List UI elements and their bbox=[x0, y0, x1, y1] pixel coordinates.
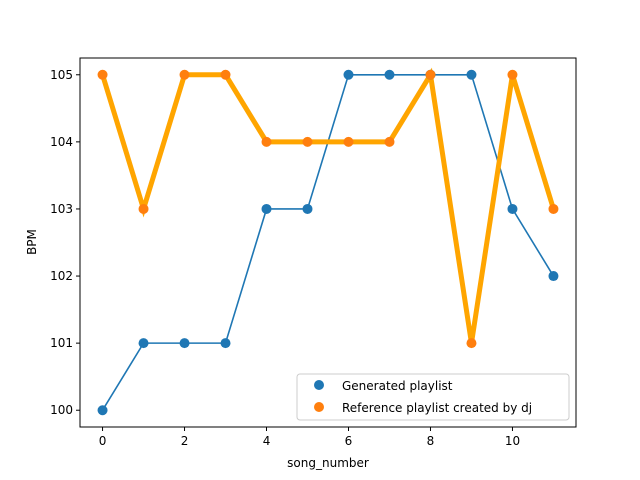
x-tick-label: 6 bbox=[345, 434, 353, 448]
y-axis-ticks: 100 101 102 103 104 105 bbox=[50, 68, 80, 417]
y-axis-label: BPM bbox=[25, 229, 39, 255]
x-tick-label: 8 bbox=[427, 434, 435, 448]
x-axis-ticks: 0 2 4 6 8 10 bbox=[99, 427, 520, 448]
legend-box bbox=[296, 373, 570, 421]
data-point-series-1 bbox=[97, 69, 108, 80]
legend-label-generated: Generated playlist bbox=[342, 379, 453, 393]
data-point-series-0 bbox=[466, 69, 477, 80]
legend-marker-reference bbox=[314, 402, 324, 412]
legend-label-reference: Reference playlist created by dj bbox=[342, 401, 532, 415]
y-tick-label: 100 bbox=[50, 403, 73, 417]
data-point-series-1 bbox=[302, 136, 313, 147]
data-point-series-1 bbox=[384, 136, 395, 147]
data-point-series-1 bbox=[343, 136, 354, 147]
x-tick-label: 0 bbox=[99, 434, 107, 448]
data-point-series-1 bbox=[425, 69, 436, 80]
x-tick-label: 4 bbox=[263, 434, 271, 448]
legend-marker-generated bbox=[314, 380, 324, 390]
series-line-1 bbox=[100, 67, 556, 344]
data-point-series-0 bbox=[302, 203, 313, 214]
series-points bbox=[97, 69, 559, 416]
data-point-series-1 bbox=[507, 69, 518, 80]
data-point-series-1 bbox=[220, 69, 231, 80]
data-point-series-0 bbox=[343, 69, 354, 80]
data-point-series-0 bbox=[179, 338, 190, 349]
data-point-series-0 bbox=[384, 69, 395, 80]
x-axis-label: song_number bbox=[287, 456, 369, 470]
data-point-series-0 bbox=[548, 271, 559, 282]
data-point-series-0 bbox=[138, 338, 149, 349]
data-point-series-1 bbox=[179, 69, 190, 80]
data-point-series-0 bbox=[220, 338, 231, 349]
data-point-series-1 bbox=[261, 136, 272, 147]
plot-frame bbox=[79, 57, 577, 428]
y-tick-label: 105 bbox=[50, 68, 73, 82]
data-point-series-0 bbox=[261, 203, 272, 214]
y-tick-label: 103 bbox=[50, 202, 73, 216]
data-point-series-1 bbox=[548, 203, 559, 214]
plot-area bbox=[80, 58, 576, 427]
series-lines bbox=[100, 67, 556, 411]
data-point-series-1 bbox=[138, 203, 149, 214]
y-tick-label: 104 bbox=[50, 135, 73, 149]
x-tick-label: 2 bbox=[181, 434, 189, 448]
y-tick-label: 101 bbox=[50, 336, 73, 350]
x-tick-label: 10 bbox=[505, 434, 520, 448]
data-point-series-1 bbox=[466, 338, 477, 349]
legend: Generated playlist Reference playlist cr… bbox=[296, 373, 570, 421]
y-tick-label: 102 bbox=[50, 269, 73, 283]
data-point-series-0 bbox=[97, 405, 108, 416]
data-point-series-0 bbox=[507, 203, 518, 214]
